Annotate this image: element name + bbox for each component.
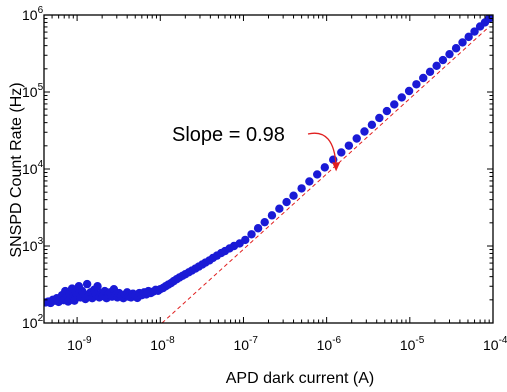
fit-line	[161, 26, 490, 323]
data-point	[289, 191, 298, 200]
data-point	[297, 184, 306, 193]
data-point	[260, 217, 269, 227]
y-axis-title: SNSPD Count Rate (Hz)	[8, 82, 25, 257]
data-point	[458, 38, 467, 47]
data-point	[241, 235, 250, 245]
y-tick-label: 105	[22, 82, 44, 100]
plot-frame	[43, 14, 494, 324]
data-point	[470, 27, 479, 36]
data-point	[382, 106, 392, 116]
data-point	[275, 204, 284, 213]
data-point	[305, 177, 314, 186]
data-point	[445, 49, 454, 59]
data-point	[404, 86, 414, 96]
data-point	[390, 100, 399, 109]
data-point	[267, 211, 277, 220]
data-point	[312, 170, 322, 179]
data-point	[367, 120, 377, 129]
data-point	[438, 55, 448, 65]
y-tick-label: 103	[22, 236, 44, 254]
y-tick-label: 102	[22, 313, 44, 331]
data-point	[419, 73, 428, 83]
slope-annotation: Slope = 0.98	[172, 124, 285, 146]
x-tick-label: 10-4	[483, 335, 507, 353]
y-tick-label: 106	[22, 5, 44, 23]
data-point	[425, 67, 435, 76]
data-point	[320, 163, 329, 172]
data-point	[93, 282, 102, 291]
data-point	[375, 113, 384, 123]
x-axis-title: APD dark current (A)	[226, 370, 374, 387]
data-point	[253, 224, 263, 233]
data-point	[484, 15, 493, 23]
data-point	[397, 93, 406, 102]
y-tick-label: 104	[22, 159, 44, 177]
data-point	[464, 32, 473, 42]
x-tick-label: 10-6	[317, 335, 342, 353]
data-point	[432, 61, 441, 70]
data-point	[82, 279, 92, 289]
data-point	[451, 44, 461, 53]
x-tick-label: 10-9	[67, 335, 92, 353]
annotation-arrowhead	[332, 162, 341, 172]
x-tick-label: 10-8	[150, 335, 175, 353]
data-point	[360, 127, 369, 136]
x-tick-label: 10-5	[400, 335, 425, 353]
x-tick-label: 10-7	[233, 335, 258, 353]
data-point	[412, 80, 421, 89]
data-point	[344, 141, 354, 150]
annotation-arrow	[307, 132, 337, 167]
data-point	[282, 197, 291, 207]
data-point	[352, 134, 361, 143]
data-point	[337, 148, 346, 157]
data-point	[247, 230, 256, 239]
